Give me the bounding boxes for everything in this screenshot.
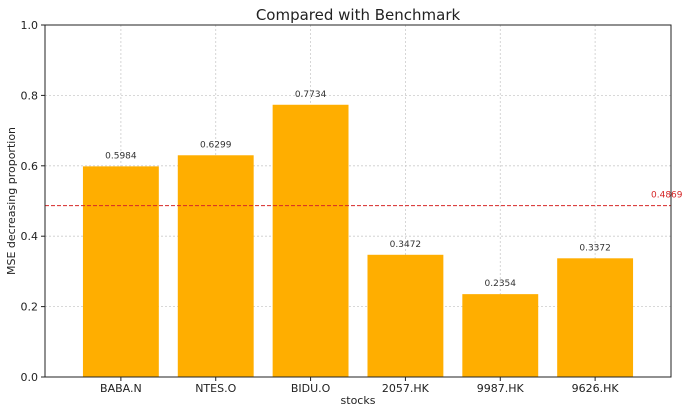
bar-value-label: 0.5984 (105, 151, 137, 161)
x-axis-ticks: BABA.N NTES.O BIDU.O 2057.HK 9987.HK 9626.HK (100, 377, 619, 395)
x-tick-label: 9626.HK (572, 382, 620, 395)
y-tick-label: 0.2 (21, 301, 39, 314)
bar-value-label: 0.3472 (390, 240, 422, 250)
x-axis-label: stocks (341, 394, 376, 407)
bars: 0.5984 0.6299 0.7734 0.3472 0.2354 0.3372 (82, 90, 634, 378)
bar-9987-hk (462, 294, 539, 377)
y-tick-label: 0.6 (21, 160, 39, 173)
bar-value-label: 0.3372 (579, 243, 611, 253)
bar-value-label: 0.7734 (295, 90, 327, 100)
y-tick-label: 0.8 (21, 89, 39, 102)
x-tick-label: 9987.HK (477, 382, 525, 395)
plot-frame (44, 24, 672, 378)
y-tick-label: 1.0 (21, 19, 39, 32)
y-tick-label: 0.4 (21, 230, 39, 243)
y-tick-label: 0.0 (21, 371, 39, 384)
y-axis-label: MSE decreasing proportion (5, 127, 18, 275)
bar-9626-hk (557, 258, 634, 377)
bar-ntes-o (177, 155, 254, 377)
bar-baba-n (82, 166, 159, 377)
bar-bidu-o (272, 104, 349, 378)
bar-value-label: 0.6299 (200, 140, 232, 150)
chart-title: Compared with Benchmark (256, 6, 461, 24)
y-axis-ticks: 0.0 0.2 0.4 0.6 0.8 1.0 (21, 19, 45, 384)
benchmark-line-group: 0.4869 (45, 191, 683, 207)
x-tick-label: NTES.O (195, 382, 236, 395)
benchmark-label: 0.4869 (651, 191, 683, 201)
x-tick-label: BIDU.O (291, 382, 331, 395)
bar-2057-hk (367, 254, 444, 377)
x-tick-label: 2057.HK (382, 382, 430, 395)
x-tick-label: BABA.N (100, 382, 142, 395)
bar-value-label: 0.2354 (485, 279, 517, 289)
